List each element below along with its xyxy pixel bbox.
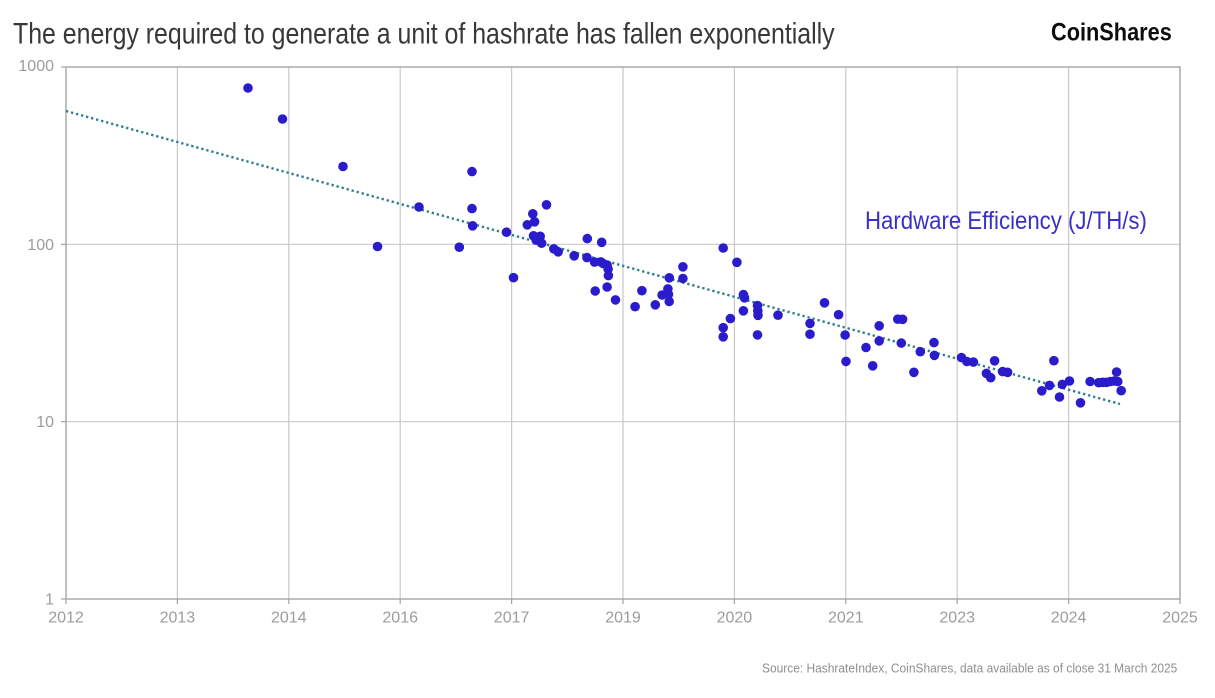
svg-text:2012: 2012 [48,610,84,627]
svg-text:1: 1 [45,592,54,609]
svg-text:CoinShares: CoinShares [1051,18,1172,46]
svg-text:Hardware Efficiency (J/TH/s): Hardware Efficiency (J/TH/s) [865,208,1147,235]
svg-text:2023: 2023 [939,610,975,627]
svg-text:2025: 2025 [1162,610,1198,627]
svg-text:2021: 2021 [828,610,864,627]
svg-text:2017: 2017 [494,610,530,627]
svg-text:2024: 2024 [1051,610,1087,627]
svg-text:100: 100 [27,237,54,254]
svg-text:Source: HashrateIndex, CoinSh: Source: HashrateIndex, CoinShares, data … [762,661,1177,676]
svg-text:2020: 2020 [717,610,753,627]
svg-text:2014: 2014 [271,610,307,627]
svg-text:1000: 1000 [18,58,54,75]
svg-text:2016: 2016 [382,610,418,627]
svg-text:10: 10 [36,414,54,431]
svg-text:The energy required to generat: The energy required to generate a unit o… [13,16,835,50]
svg-text:2013: 2013 [160,610,196,627]
svg-text:2019: 2019 [605,610,641,627]
